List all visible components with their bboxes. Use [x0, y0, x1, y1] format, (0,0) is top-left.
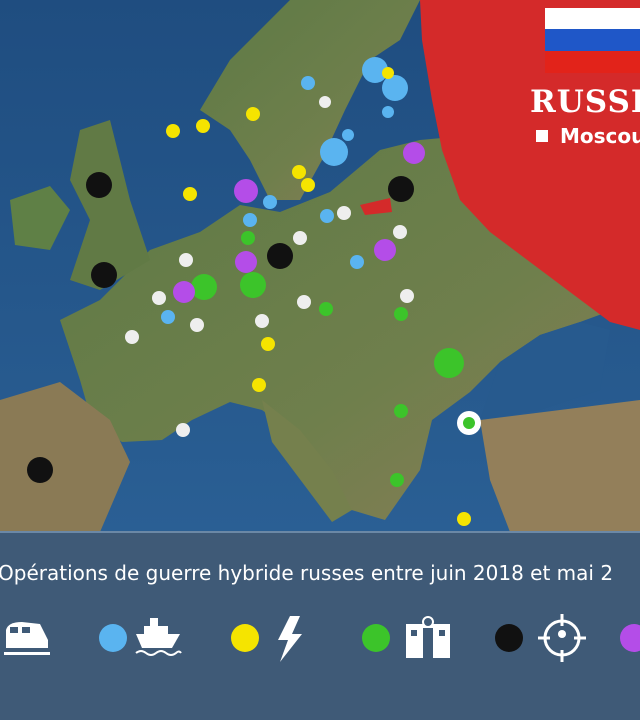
- incident-marker: [27, 457, 53, 483]
- map: [0, 0, 640, 532]
- incident-marker: [434, 348, 464, 378]
- flag: [545, 8, 640, 73]
- legend-swatch: [620, 624, 640, 652]
- country-label: RUSSI: [530, 84, 640, 120]
- ship-icon: [135, 618, 182, 656]
- incident-marker: [234, 179, 258, 203]
- incident-marker: [320, 138, 348, 166]
- incident-marker: [297, 295, 311, 309]
- incident-marker: [166, 124, 180, 138]
- target-icon: [538, 614, 586, 662]
- incident-marker: [382, 67, 394, 79]
- italy: [262, 400, 352, 522]
- incident-marker: [400, 289, 414, 303]
- incident-marker: [190, 318, 204, 332]
- sabotage-icon: [406, 616, 450, 658]
- incident-marker: [261, 337, 275, 351]
- incident-marker: [267, 243, 293, 269]
- legend: [4, 614, 640, 662]
- legend-swatch: [99, 624, 127, 652]
- incident-marker: [403, 142, 425, 164]
- incident-marker: [337, 206, 351, 220]
- incident-marker: [394, 404, 408, 418]
- incident-marker: [319, 302, 333, 316]
- black-sea: [480, 322, 610, 420]
- incident-marker: [342, 129, 354, 141]
- incident-marker: [463, 417, 475, 429]
- incident-marker: [393, 225, 407, 239]
- flag-stripe: [545, 29, 640, 51]
- incident-marker: [246, 107, 260, 121]
- incident-marker: [196, 119, 210, 133]
- train-icon: [4, 622, 50, 655]
- incident-marker: [350, 255, 364, 269]
- incident-marker: [301, 178, 315, 192]
- incident-marker: [252, 378, 266, 392]
- scandinavia: [200, 0, 420, 200]
- incident-marker: [240, 272, 266, 298]
- russia: [420, 0, 640, 330]
- ireland: [10, 186, 70, 250]
- incident-marker: [173, 281, 195, 303]
- incident-marker: [382, 75, 408, 101]
- incident-marker: [243, 213, 257, 227]
- incident-marker: [293, 231, 307, 245]
- britain: [70, 120, 150, 290]
- incident-marker: [152, 291, 166, 305]
- incident-marker: [362, 57, 388, 83]
- incident-marker: [388, 176, 414, 202]
- capital-label: Moscou: [560, 124, 640, 148]
- incident-marker: [91, 262, 117, 288]
- incident-marker: [179, 253, 193, 267]
- incident-marker: [292, 165, 306, 179]
- incident-marker: [161, 310, 175, 324]
- incident-marker: [183, 187, 197, 201]
- incident-marker: [86, 172, 112, 198]
- incident-marker: [241, 231, 255, 245]
- incident-marker: [457, 512, 471, 526]
- incident-marker: [301, 76, 315, 90]
- incident-marker: [394, 307, 408, 321]
- legend-swatch: [495, 624, 523, 652]
- caption: Opérations de guerre hybride russes entr…: [0, 561, 613, 585]
- incident-marker: [263, 195, 277, 209]
- incident-marker: [191, 274, 217, 300]
- incident-marker: [320, 209, 334, 223]
- incident-marker: [374, 239, 396, 261]
- iberia: [0, 382, 130, 532]
- turkey: [480, 400, 640, 532]
- lightning-icon: [278, 616, 302, 662]
- incident-marker: [390, 473, 404, 487]
- legend-swatch: [362, 624, 390, 652]
- incident-marker: [382, 106, 394, 118]
- incident-marker: [255, 314, 269, 328]
- legend-swatch: [231, 624, 259, 652]
- flag-stripe: [545, 51, 640, 73]
- kaliningrad: [360, 198, 392, 215]
- incident-marker: [125, 330, 139, 344]
- flag-stripe: [545, 8, 640, 29]
- incident-marker: [319, 96, 331, 108]
- capital-marker: [536, 130, 548, 142]
- incident-markers: [27, 57, 481, 526]
- incident-marker: [176, 423, 190, 437]
- incident-marker: [235, 251, 257, 273]
